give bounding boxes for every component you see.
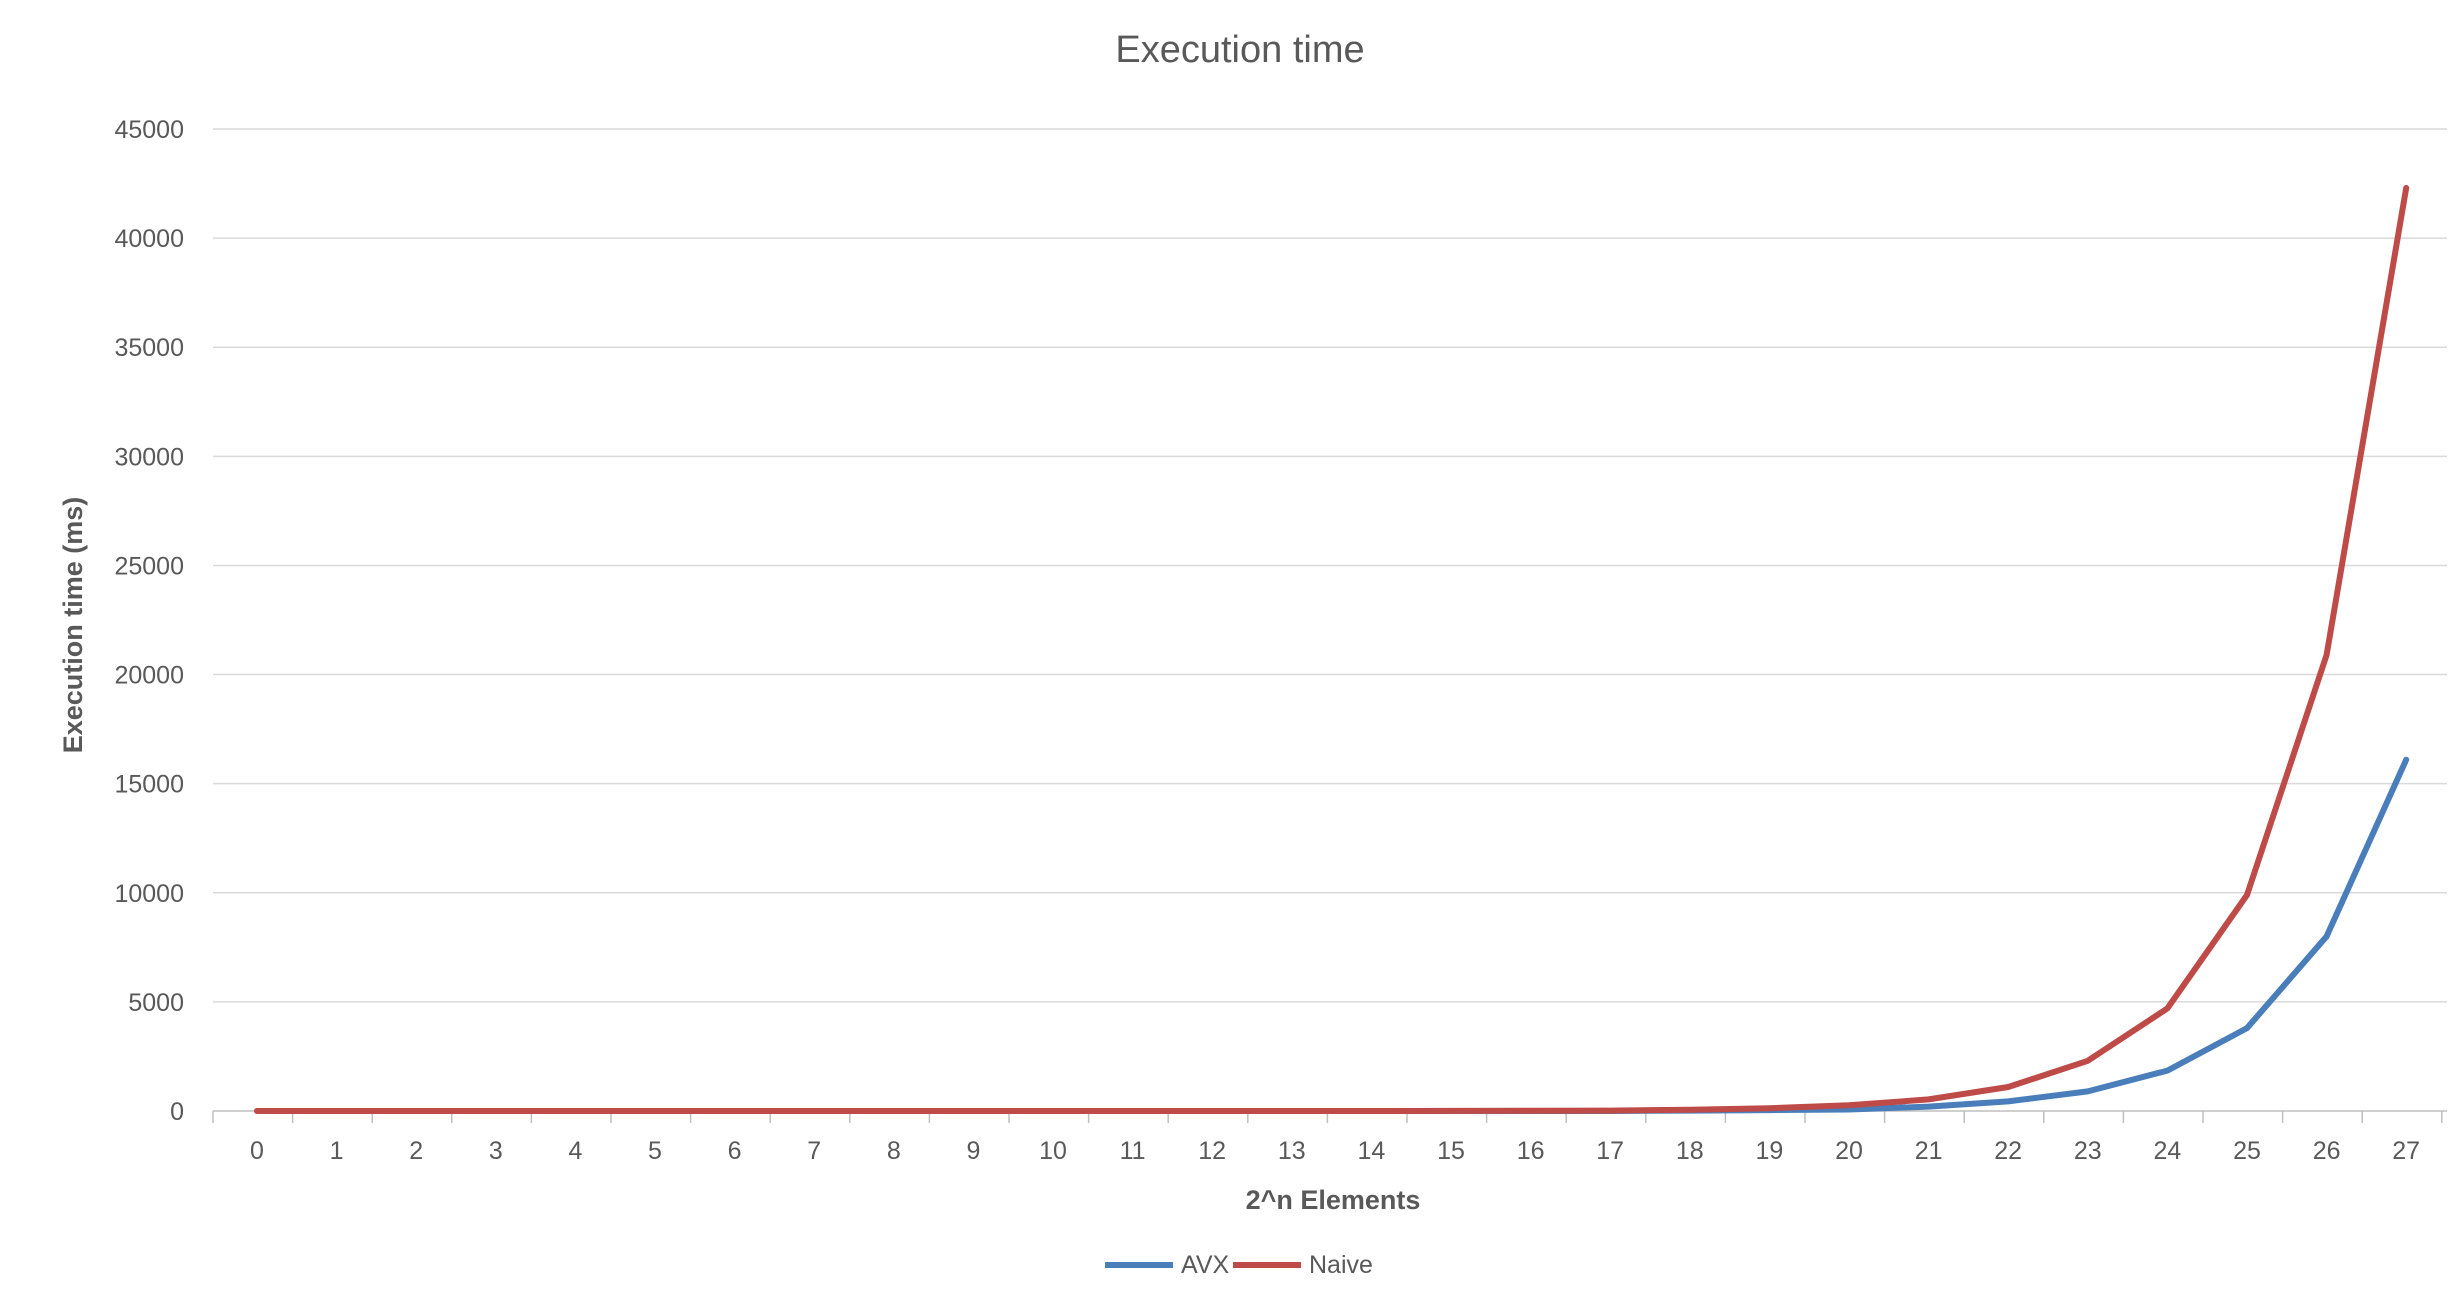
x-tick-label: 18	[1676, 1137, 1704, 1165]
series-lines	[254, 184, 2410, 1114]
x-tick-label: 4	[568, 1137, 582, 1165]
y-tick-label: 45000	[114, 116, 184, 144]
legend-label-naive: Naive	[1309, 1251, 1373, 1279]
y-axis-ticks: 0 5000 10000 15000 20000 25000 30000 35000 40000…	[114, 116, 184, 1126]
x-tick-label: 1	[330, 1137, 344, 1165]
y-tick-label: 5000	[128, 989, 184, 1017]
y-tick-label: 30000	[114, 443, 184, 471]
y-tick-label: 25000	[114, 552, 184, 580]
series-line-avx	[254, 756, 2410, 1114]
x-axis-title: 2^n Elements	[1246, 1185, 1421, 1215]
y-tick-label: 15000	[114, 771, 184, 799]
x-tick-label: 16	[1517, 1137, 1545, 1165]
x-tick-label: 12	[1198, 1137, 1226, 1165]
x-tick-label: 25	[2233, 1137, 2261, 1165]
x-tick-label: 13	[1278, 1137, 1306, 1165]
x-tick-label: 27	[2392, 1137, 2420, 1165]
x-tick-label: 21	[1915, 1137, 1943, 1165]
x-tick-label: 22	[1994, 1137, 2022, 1165]
x-tick-label: 5	[648, 1137, 662, 1165]
gridlines	[213, 128, 2447, 1112]
y-tick-label: 40000	[114, 225, 184, 253]
x-tick-label: 0	[250, 1137, 264, 1165]
x-tick-label: 15	[1437, 1137, 1465, 1165]
x-tick-label: 17	[1596, 1137, 1624, 1165]
x-tick-label: 20	[1835, 1137, 1863, 1165]
x-tick-label: 9	[966, 1137, 980, 1165]
y-axis-title: Execution time (ms)	[58, 497, 88, 754]
chart-title: Execution time	[1115, 29, 1364, 71]
x-tick-label: 8	[887, 1137, 901, 1165]
x-tick-label: 10	[1039, 1137, 1067, 1165]
series-line-naive	[254, 184, 2410, 1114]
y-tick-label: 10000	[114, 880, 184, 908]
x-tick-label: 2	[409, 1137, 423, 1165]
x-axis-ticks: 0 1 2 3 4 5 6 7 8 9 10 11 12 13 14 15 16 17 18 19 20 21 22 23 24…	[212, 1111, 2443, 1165]
x-tick-label: 6	[728, 1137, 742, 1165]
x-tick-label: 23	[2074, 1137, 2102, 1165]
x-tick-label: 11	[1120, 1137, 1146, 1165]
legend-label-avx: AVX	[1181, 1251, 1229, 1279]
x-tick-label: 19	[1755, 1137, 1783, 1165]
legend: AVX Naive	[1105, 1251, 1373, 1279]
y-tick-label: 0	[170, 1098, 184, 1126]
x-tick-label: 24	[2153, 1137, 2181, 1165]
x-tick-label: 3	[489, 1137, 503, 1165]
x-tick-label: 26	[2313, 1137, 2341, 1165]
x-tick-label: 14	[1357, 1137, 1385, 1165]
x-tick-label: 7	[807, 1137, 821, 1165]
y-tick-label: 35000	[114, 334, 184, 362]
y-tick-label: 20000	[114, 662, 184, 690]
